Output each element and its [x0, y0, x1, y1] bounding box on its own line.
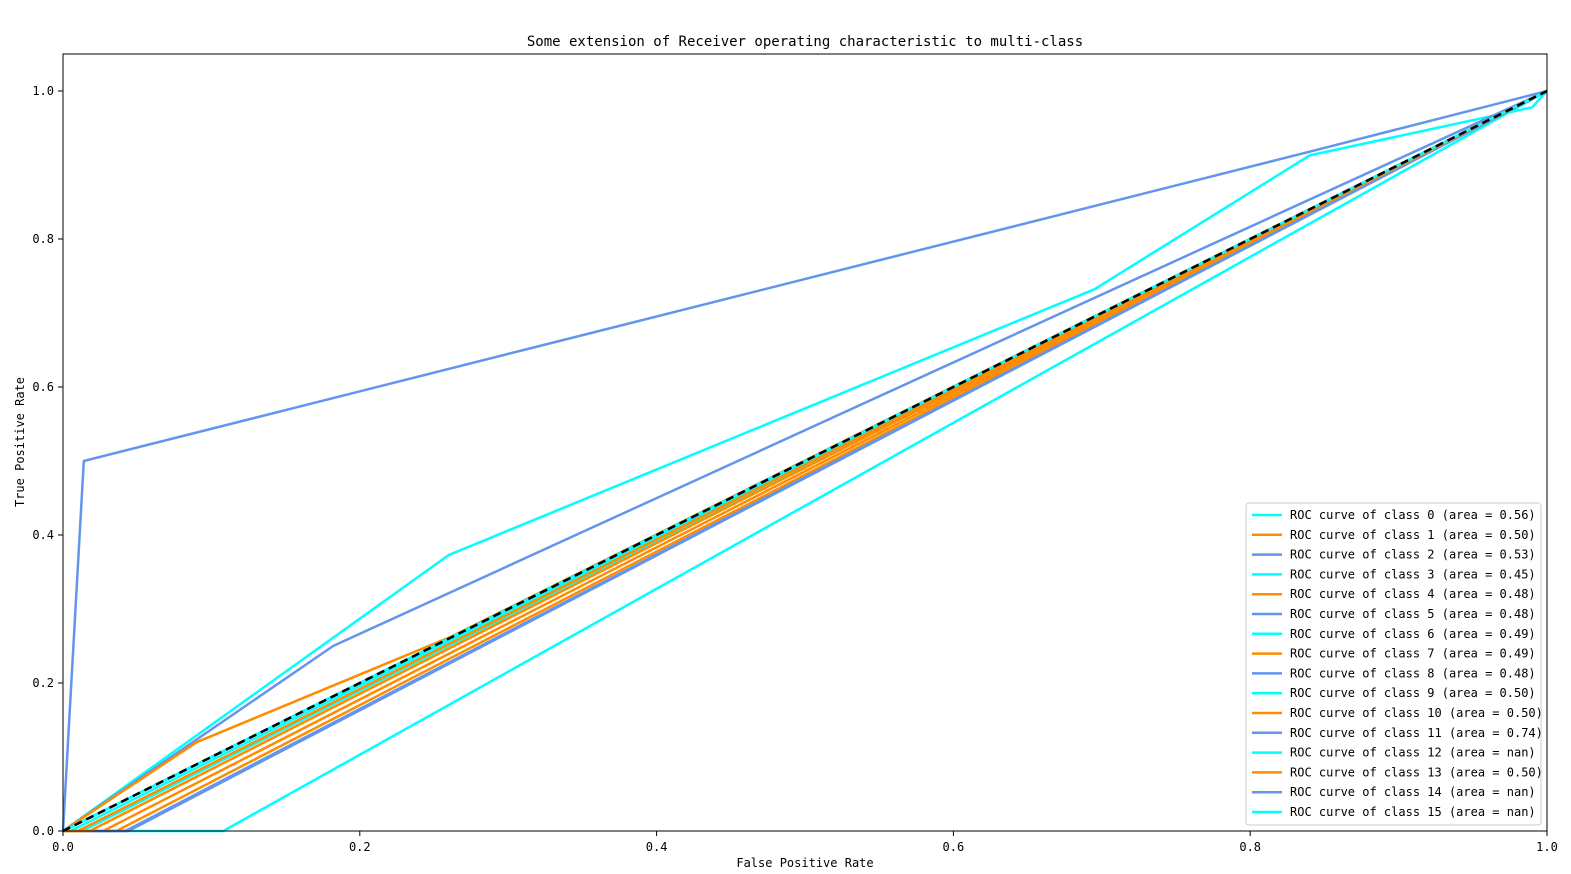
y-tick-label: 0.4	[32, 528, 54, 542]
legend-entry: ROC curve of class 7 (area = 0.49)	[1290, 647, 1536, 661]
x-tick-label: 0.8	[1239, 840, 1261, 854]
legend-entry: ROC curve of class 10 (area = 0.50)	[1290, 706, 1543, 720]
roc-curve-class-11	[61, 89, 1548, 832]
roc-curve-class-2	[62, 89, 1548, 833]
y-tick-label: 0.6	[32, 380, 54, 394]
x-tick-label: 0.6	[943, 840, 965, 854]
legend-entry: ROC curve of class 1 (area = 0.50)	[1290, 528, 1536, 542]
y-axis-label: True Positive Rate	[13, 377, 27, 507]
legend-entry: ROC curve of class 5 (area = 0.48)	[1290, 607, 1536, 621]
roc-curve-class-0	[62, 90, 1548, 833]
plot-frame	[62, 53, 1548, 832]
y-tick-label: 1.0	[32, 84, 54, 98]
x-tick-label: 0.2	[349, 840, 371, 854]
x-tick-label: 0.4	[646, 840, 668, 854]
legend: ROC curve of class 0 (area = 0.56) ROC cu…	[1245, 502, 1543, 826]
x-tick-label: 1.0	[1536, 840, 1558, 854]
legend-entry: ROC curve of class 3 (area = 0.45)	[1290, 567, 1536, 581]
chart-title: Some extension of Receiver operating cha…	[527, 34, 1083, 50]
chance-diagonal-line	[62, 89, 1548, 833]
legend-entry: ROC curve of class 15 (area = nan)	[1290, 805, 1536, 819]
y-axis-ticks: 0.0 0.2 0.4 0.6 0.8 1.0	[32, 84, 63, 838]
legend-entry: ROC curve of class 14 (area = nan)	[1290, 785, 1536, 799]
y-tick-label: 0.8	[32, 232, 54, 246]
legend-entry: ROC curve of class 9 (area = 0.50)	[1290, 686, 1536, 700]
legend-entry: ROC curve of class 11 (area = 0.74)	[1290, 726, 1543, 740]
y-tick-label: 0.2	[32, 676, 54, 690]
legend-entry: ROC curve of class 12 (area = nan)	[1290, 746, 1536, 760]
legend-entry: ROC curve of class 6 (area = 0.49)	[1290, 627, 1536, 641]
legend-items: ROC curve of class 0 (area = 0.56) ROC cu…	[1252, 508, 1543, 819]
legend-entry: ROC curve of class 4 (area = 0.48)	[1290, 587, 1536, 601]
y-tick-label: 0.0	[32, 824, 54, 838]
diagonal-layer	[62, 89, 1548, 833]
legend-entry: ROC curve of class 0 (area = 0.56)	[1290, 508, 1536, 522]
legend-entry: ROC curve of class 2 (area = 0.53)	[1290, 548, 1536, 562]
legend-entry: ROC curve of class 13 (area = 0.50)	[1290, 765, 1543, 779]
x-axis-label: False Positive Rate	[736, 856, 873, 870]
legend-entry: ROC curve of class 8 (area = 0.48)	[1290, 666, 1536, 680]
legend-box	[1245, 502, 1542, 826]
x-axis-ticks: 0.0 0.2 0.4 0.6 0.8 1.0	[52, 831, 1558, 854]
x-tick-label: 0.0	[52, 840, 74, 854]
